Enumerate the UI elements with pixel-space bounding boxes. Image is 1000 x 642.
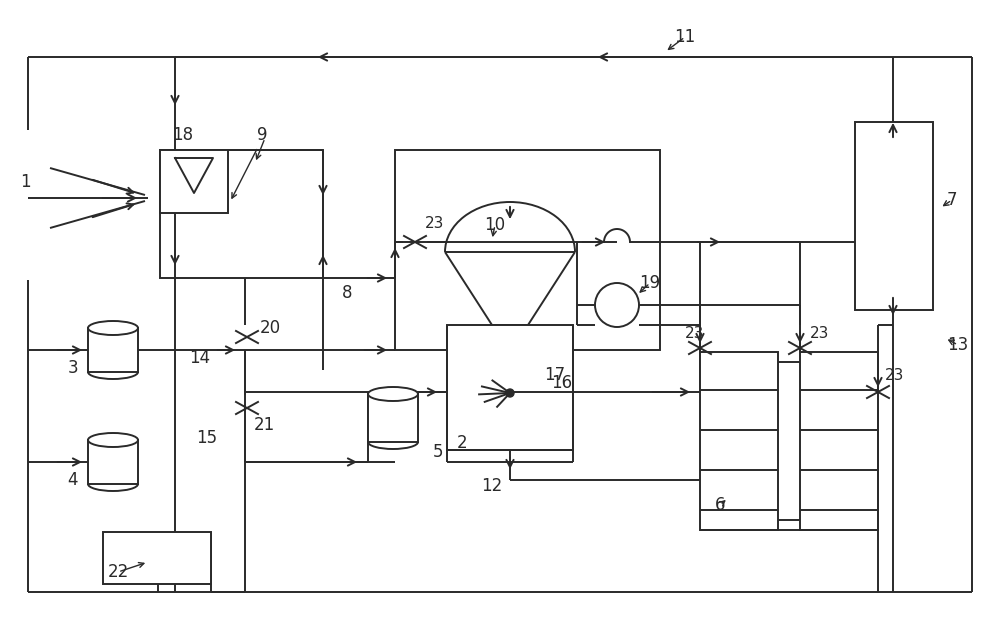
Text: 1: 1 — [20, 173, 30, 191]
Bar — [447, 325, 573, 450]
Text: 6: 6 — [715, 496, 725, 514]
Text: 12: 12 — [481, 477, 503, 495]
Bar — [88, 328, 138, 372]
Text: 13: 13 — [947, 336, 969, 354]
Text: 22: 22 — [107, 563, 129, 581]
Text: 2: 2 — [457, 434, 467, 452]
Text: 20: 20 — [259, 319, 281, 337]
Text: 4: 4 — [68, 471, 78, 489]
Ellipse shape — [88, 321, 138, 335]
Text: 8: 8 — [342, 284, 352, 302]
Bar — [88, 440, 138, 484]
Text: 7: 7 — [947, 191, 957, 209]
Text: 5: 5 — [433, 443, 443, 461]
Ellipse shape — [368, 387, 418, 401]
Text: 11: 11 — [674, 28, 696, 46]
Text: 23: 23 — [885, 367, 905, 383]
Text: 15: 15 — [196, 429, 218, 447]
Text: 18: 18 — [172, 126, 194, 144]
Ellipse shape — [88, 433, 138, 447]
Bar — [700, 352, 778, 530]
Text: 23: 23 — [425, 216, 445, 232]
Circle shape — [595, 283, 639, 327]
Text: 23: 23 — [685, 325, 705, 340]
Bar — [855, 122, 933, 310]
Text: 23: 23 — [810, 325, 830, 340]
Text: 16: 16 — [551, 374, 573, 392]
Bar — [800, 352, 878, 530]
Bar — [160, 150, 228, 213]
Text: 21: 21 — [253, 416, 275, 434]
Bar — [160, 150, 323, 278]
Bar — [395, 150, 660, 350]
Bar — [103, 532, 211, 584]
Text: 9: 9 — [257, 126, 267, 144]
Text: 17: 17 — [544, 366, 566, 384]
Text: 10: 10 — [484, 216, 506, 234]
Text: 19: 19 — [639, 274, 661, 292]
Text: 3: 3 — [68, 359, 78, 377]
Bar — [368, 394, 418, 442]
Text: 14: 14 — [189, 349, 211, 367]
Circle shape — [506, 389, 514, 397]
